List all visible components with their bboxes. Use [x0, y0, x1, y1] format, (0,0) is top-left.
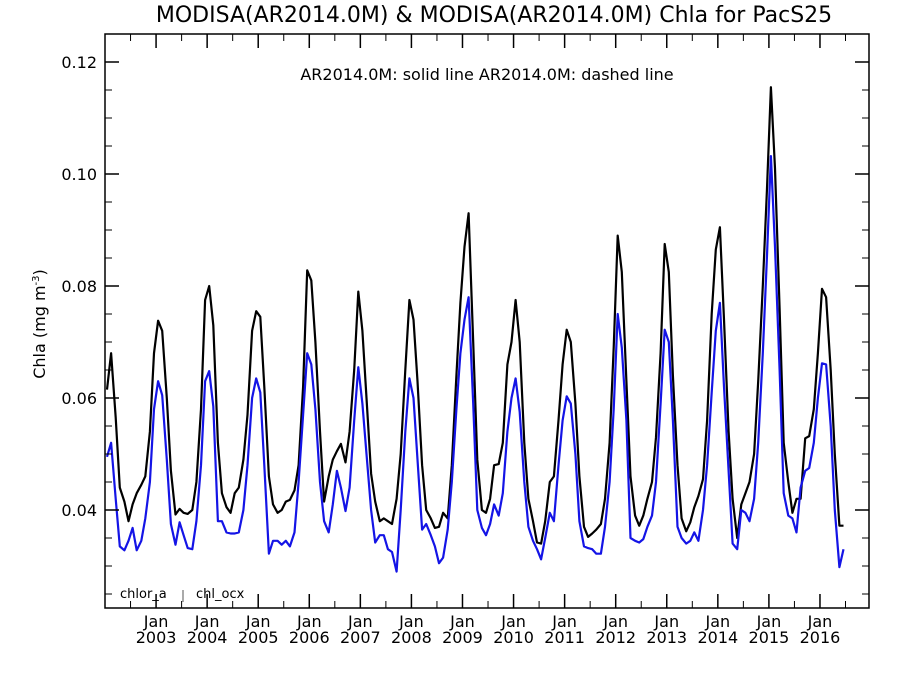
x-tick-month-7: Jan [500, 612, 526, 631]
x-tick-month-3: Jan [296, 612, 322, 631]
x-tick-year-10: 2013 [646, 628, 687, 647]
x-tick-month-11: Jan [704, 612, 730, 631]
x-tick-month-13: Jan [807, 612, 833, 631]
y-tick-label-4: 0.12 [61, 53, 97, 72]
chart-title: MODISA(AR2014.0M) & MODISA(AR2014.0M) Ch… [156, 3, 832, 28]
y-axis-label: Chla (mg m-3) [30, 269, 49, 379]
x-tick-year-6: 2009 [442, 628, 483, 647]
x-tick-month-4: Jan [347, 612, 373, 631]
x-tick-year-3: 2006 [289, 628, 330, 647]
y-axis-label-main: Chla (mg m [30, 285, 49, 378]
x-tick-month-12: Jan [756, 612, 782, 631]
x-tick-month-9: Jan [602, 612, 628, 631]
x-tick-year-12: 2015 [749, 628, 790, 647]
x-tick-month-2: Jan [245, 612, 271, 631]
y-tick-label-1: 0.06 [61, 389, 97, 408]
y-axis-label-end: ) [30, 269, 49, 275]
y-tick-label-2: 0.08 [61, 277, 97, 296]
x-tick-year-8: 2011 [544, 628, 585, 647]
x-tick-month-6: Jan [449, 612, 475, 631]
x-tick-year-2: 2005 [238, 628, 279, 647]
x-tick-year-11: 2014 [697, 628, 738, 647]
x-tick-year-4: 2007 [340, 628, 381, 647]
plot-frame [104, 33, 870, 609]
x-tick-month-10: Jan [653, 612, 679, 631]
series-line-chl_ocx [105, 155, 845, 573]
x-tick-month-8: Jan [551, 612, 577, 631]
legend-chl_ocx: chl_ocx [196, 587, 245, 602]
x-tick-year-7: 2010 [493, 628, 534, 647]
x-tick-year-0: 2003 [136, 628, 177, 647]
y-axis-label-sup: -3 [31, 275, 42, 285]
x-tick-year-5: 2008 [391, 628, 432, 647]
x-tick-month-1: Jan [194, 612, 220, 631]
series-line-chlor_a [105, 86, 844, 545]
x-tick-month-5: Jan [398, 612, 424, 631]
chart-annotation: AR2014.0M: solid line AR2014.0M: dashed … [300, 65, 673, 84]
legend-chlor_a: chlor_a [120, 587, 167, 602]
x-tick-year-1: 2004 [187, 628, 228, 647]
x-tick-year-13: 2016 [800, 628, 841, 647]
x-tick-month-0: Jan [143, 612, 169, 631]
x-tick-year-9: 2012 [595, 628, 636, 647]
y-tick-label-3: 0.10 [61, 165, 97, 184]
y-tick-label-0: 0.04 [61, 501, 97, 520]
